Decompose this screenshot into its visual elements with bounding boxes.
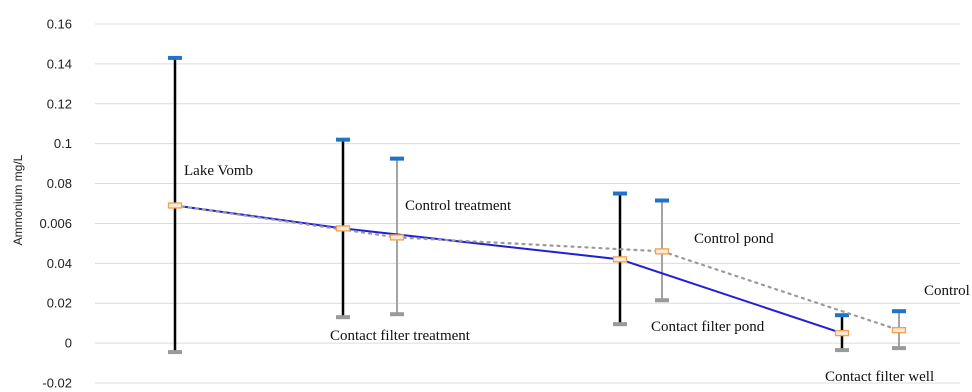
y-tick-label: 0.12 xyxy=(47,96,72,111)
y-tick-label: 0.02 xyxy=(47,296,72,311)
series-lines xyxy=(173,204,901,335)
mean-marker xyxy=(834,329,850,337)
max-cap xyxy=(835,313,849,318)
min-cap xyxy=(613,322,627,327)
site-label: Contact filter treatment xyxy=(330,328,471,344)
min-cap xyxy=(168,350,182,355)
min-cap xyxy=(892,346,906,351)
contact-filter-line xyxy=(174,204,843,335)
y-tick-label: 0.08 xyxy=(47,176,72,191)
mean-marker xyxy=(654,248,670,255)
gridlines xyxy=(95,23,960,384)
y-tick-label: 0.006 xyxy=(39,216,72,231)
min-cap xyxy=(336,315,350,320)
max-cap xyxy=(892,309,906,314)
y-tick-label: -0.02 xyxy=(42,376,72,391)
max-cap xyxy=(168,55,182,60)
control-line xyxy=(173,204,901,332)
site-label: Control well xyxy=(924,283,972,299)
site-annotations: Lake Vomb Contact filter treatment Contact… xyxy=(184,163,972,385)
mean-markers xyxy=(167,202,907,337)
mean-marker xyxy=(167,202,183,209)
min-cap xyxy=(390,312,404,317)
y-tick-label: 0.1 xyxy=(54,136,72,151)
max-cap xyxy=(390,156,404,161)
min-cap xyxy=(655,298,669,303)
min-cap xyxy=(835,348,849,353)
y-tick-label: 0.04 xyxy=(47,256,72,271)
y-axis-label: Ammonium mg/L xyxy=(11,154,25,245)
y-axis-tick-labels: 0.16 0.14 0.12 0.1 0.08 0.006 0.04 0.02 0 -0.02 xyxy=(39,17,72,391)
site-label: Contact filter well xyxy=(825,369,934,385)
y-tick-label: 0 xyxy=(65,336,72,351)
site-label: Lake Vomb xyxy=(184,163,253,179)
site-label: Control pond xyxy=(694,231,774,247)
max-cap xyxy=(655,198,669,203)
y-tick-label: 0.14 xyxy=(47,56,72,71)
site-label: Contact filter pond xyxy=(651,319,765,335)
y-tick-label: 0.16 xyxy=(47,17,72,32)
mean-marker xyxy=(335,225,351,232)
mean-marker xyxy=(389,234,405,241)
mean-marker xyxy=(891,326,907,334)
max-cap xyxy=(613,191,627,196)
range-bars xyxy=(168,55,906,355)
mean-marker xyxy=(612,256,628,263)
max-cap xyxy=(336,137,350,142)
site-label: Control treatment xyxy=(405,198,512,214)
